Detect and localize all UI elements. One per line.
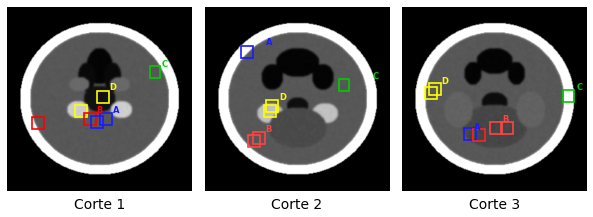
Bar [490,122,502,134]
Text: B: B [266,125,272,134]
Bar [473,129,485,141]
Text: C: C [372,72,378,81]
Bar [248,135,260,147]
Bar [264,105,276,117]
Bar [429,83,441,95]
Bar [32,117,44,129]
Text: C: C [162,60,168,69]
Text: A: A [266,38,272,47]
Text: D: D [279,93,286,102]
Text: B: B [502,115,509,124]
Bar [75,105,87,117]
Text: D: D [442,77,449,86]
Bar [425,87,437,99]
Bar [253,132,264,144]
Bar [464,128,476,140]
Text: A: A [113,106,120,115]
Bar [84,113,95,125]
Text: Corte 3: Corte 3 [468,198,520,212]
Bar [339,79,349,91]
Text: Corte 1: Corte 1 [74,198,125,212]
Bar [500,122,513,134]
Text: A: A [474,123,481,132]
Bar [100,113,112,125]
Bar [97,91,109,103]
Text: B: B [97,106,103,115]
Bar [150,66,160,79]
Bar [91,116,103,128]
Text: Corte 2: Corte 2 [271,198,323,212]
Text: D: D [110,83,116,92]
Text: C: C [577,83,583,92]
Bar [266,100,278,112]
Bar [241,46,253,58]
Bar [563,90,573,102]
